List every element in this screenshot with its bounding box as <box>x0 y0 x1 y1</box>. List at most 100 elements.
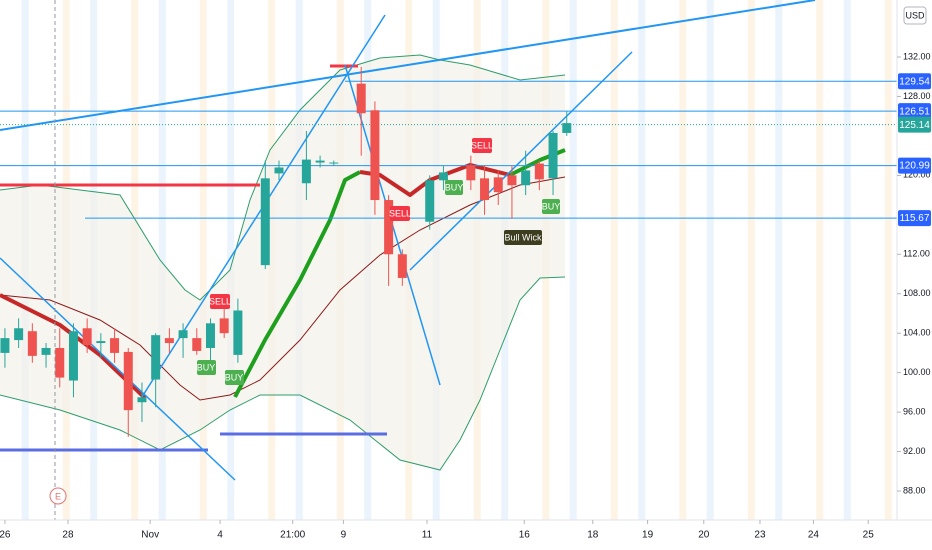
tag-text: SELL <box>471 140 493 150</box>
ma-down <box>0 293 147 400</box>
lower-band <box>0 276 566 471</box>
stripe <box>569 0 577 520</box>
candle-body <box>260 178 270 266</box>
band-fill <box>0 55 565 470</box>
candle-body <box>192 338 202 351</box>
candle-body <box>123 351 133 411</box>
candle-body <box>356 83 366 114</box>
candle-body <box>397 254 407 278</box>
last-price-text: 125.14 <box>899 120 930 131</box>
x-tick-label: 23 <box>754 530 766 541</box>
stripe <box>199 0 207 520</box>
y-tick-label: 100.00 <box>903 367 931 377</box>
candle-body <box>438 172 448 181</box>
level-tag-text: 120.99 <box>899 161 930 172</box>
candle-body <box>233 310 243 355</box>
candle-body <box>96 341 106 344</box>
x-tick-label: 16 <box>519 530 531 541</box>
axis-labels: 132.00 128.00 120.00 112.00 108.00 104.00 100.… <box>0 51 931 540</box>
buy-tag: BUY <box>445 180 464 195</box>
x-tick-label: 25 <box>863 530 875 541</box>
candle-body <box>137 397 147 403</box>
x-tick-label: 26 <box>0 530 11 541</box>
buy-tag: BUY <box>225 370 244 385</box>
stripe <box>843 0 851 520</box>
candle-body <box>466 165 476 181</box>
candle-body <box>27 331 37 356</box>
candle-body <box>110 338 120 353</box>
candle-body <box>178 330 188 339</box>
level-tag <box>898 73 931 90</box>
y-tick-label: 96.00 <box>903 406 926 416</box>
tag-text: BUY <box>542 201 561 211</box>
candle-body <box>164 338 174 344</box>
candle-body <box>425 180 435 222</box>
price-tags: 129.54 126.51 120.99 115.67 125.14 <box>898 73 931 227</box>
candle-body <box>14 328 24 341</box>
candle-body <box>151 335 161 380</box>
buy-tag: BUY <box>542 199 561 214</box>
candle-body <box>41 347 51 355</box>
y-tick-label: 88.00 <box>903 485 926 495</box>
level-tag-text: 115.67 <box>900 213 930 224</box>
stripe <box>158 0 166 520</box>
candle-body <box>274 167 284 174</box>
candle-body <box>68 331 78 381</box>
y-tick-label: 104.00 <box>903 328 931 338</box>
candle-body <box>384 200 394 255</box>
candle-body <box>301 159 311 184</box>
trend-line <box>409 51 633 271</box>
x-tick-label: 9 <box>341 530 347 541</box>
basis-line <box>0 176 566 401</box>
candle-body <box>82 328 92 346</box>
x-tick-label: 21:00 <box>280 530 305 541</box>
stripe <box>679 0 687 520</box>
candle-body <box>370 110 380 201</box>
sell-tag: SELL <box>209 294 231 309</box>
x-tick-label: 19 <box>642 530 654 541</box>
x-tick-label: 28 <box>62 530 74 541</box>
earnings-marker: E <box>49 487 67 505</box>
stripe <box>884 0 892 520</box>
x-tick-label: 18 <box>587 530 599 541</box>
candle-body <box>521 170 531 186</box>
bull-wick-tag: Bull Wick <box>504 230 542 245</box>
trend-line <box>0 0 816 131</box>
stripe <box>227 0 235 520</box>
y-tick-label: 92.00 <box>903 446 926 456</box>
stripe <box>638 0 646 520</box>
candle-body <box>493 177 503 193</box>
stripe <box>816 0 824 520</box>
x-tick-label: 4 <box>217 530 223 541</box>
candle-body <box>507 175 517 186</box>
time-axis <box>0 520 932 550</box>
y-tick-label: 128.00 <box>903 91 931 101</box>
level-tag-text: 129.54 <box>899 76 930 87</box>
x-tick-label: Nov <box>141 530 159 541</box>
tag-text: BUY <box>225 372 244 382</box>
tag-text: BUY <box>445 182 464 192</box>
stripe <box>775 0 783 520</box>
x-tick-label: 11 <box>422 530 433 541</box>
tag-text: Bull Wick <box>504 232 542 242</box>
stripe <box>610 0 618 520</box>
y-tick-label: 112.00 <box>903 249 930 259</box>
sell-tag: SELL <box>471 138 493 153</box>
candle-body <box>55 347 65 378</box>
stripe <box>706 0 714 520</box>
last-price-tag <box>898 116 931 133</box>
y-tick-label: 120.00 <box>903 170 931 180</box>
currency-badge: USD <box>903 6 927 25</box>
level-tag-text: 126.51 <box>899 106 930 117</box>
x-tick-label: 24 <box>808 530 820 541</box>
level-tag <box>898 157 931 174</box>
trend-line <box>0 257 236 481</box>
candle-body <box>534 163 544 180</box>
candle-body <box>0 338 10 353</box>
y-tick-label: 132.00 <box>903 51 931 61</box>
upper-band <box>0 54 566 301</box>
sell-tag: SELL <box>389 206 411 221</box>
level-tag <box>898 103 931 120</box>
